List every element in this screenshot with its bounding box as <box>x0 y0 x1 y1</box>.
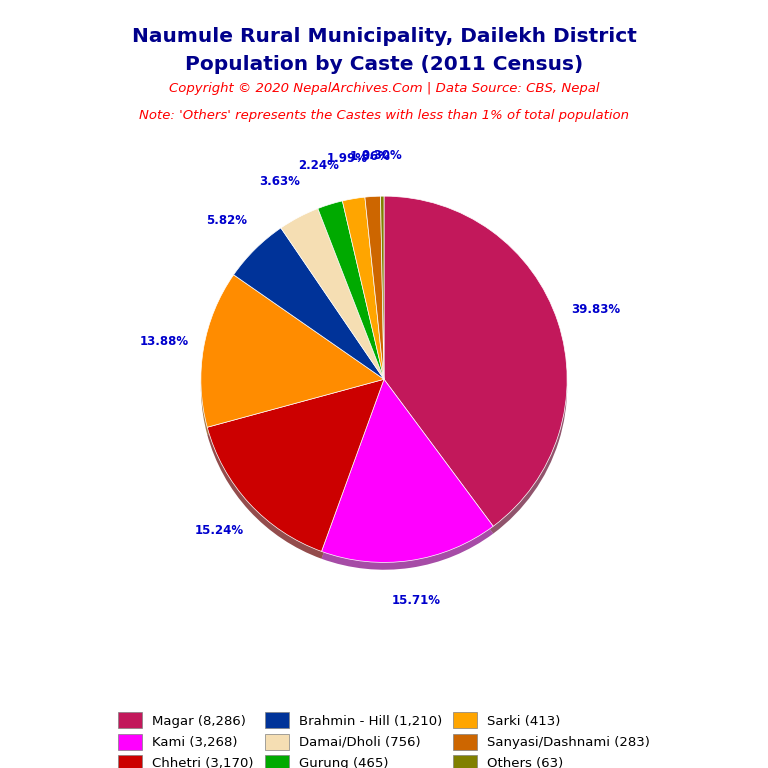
Wedge shape <box>365 196 384 379</box>
Wedge shape <box>318 201 384 379</box>
Wedge shape <box>384 204 567 534</box>
Text: 5.82%: 5.82% <box>207 214 247 227</box>
Wedge shape <box>384 196 567 526</box>
Wedge shape <box>201 282 384 435</box>
Text: 1.99%: 1.99% <box>326 153 367 165</box>
Wedge shape <box>322 386 493 570</box>
Text: 3.63%: 3.63% <box>260 175 300 188</box>
Wedge shape <box>343 197 384 379</box>
Wedge shape <box>281 208 384 379</box>
Wedge shape <box>201 275 384 427</box>
Wedge shape <box>233 228 384 379</box>
Text: Note: 'Others' represents the Castes with less than 1% of total population: Note: 'Others' represents the Castes wit… <box>139 109 629 122</box>
Wedge shape <box>365 204 384 386</box>
Wedge shape <box>281 216 384 386</box>
Wedge shape <box>380 204 384 386</box>
Wedge shape <box>343 204 384 386</box>
Text: 1.36%: 1.36% <box>349 150 391 163</box>
Text: 13.88%: 13.88% <box>139 335 188 348</box>
Text: Copyright © 2020 NepalArchives.Com | Data Source: CBS, Nepal: Copyright © 2020 NepalArchives.Com | Dat… <box>169 82 599 95</box>
Text: 0.30%: 0.30% <box>362 149 402 162</box>
Wedge shape <box>380 196 384 379</box>
Wedge shape <box>233 235 384 386</box>
Wedge shape <box>207 379 384 551</box>
Wedge shape <box>318 208 384 386</box>
Text: 15.24%: 15.24% <box>195 524 244 537</box>
Text: 15.71%: 15.71% <box>392 594 441 607</box>
Wedge shape <box>322 379 493 562</box>
Text: Naumule Rural Municipality, Dailekh District: Naumule Rural Municipality, Dailekh Dist… <box>131 27 637 46</box>
Text: 2.24%: 2.24% <box>298 159 339 172</box>
Text: Population by Caste (2011 Census): Population by Caste (2011 Census) <box>185 55 583 74</box>
Legend: Magar (8,286), Kami (3,268), Chhetri (3,170), Thakuri (2,888), Brahmin - Hill (1: Magar (8,286), Kami (3,268), Chhetri (3,… <box>118 712 650 768</box>
Text: 39.83%: 39.83% <box>571 303 621 316</box>
Wedge shape <box>207 386 384 559</box>
